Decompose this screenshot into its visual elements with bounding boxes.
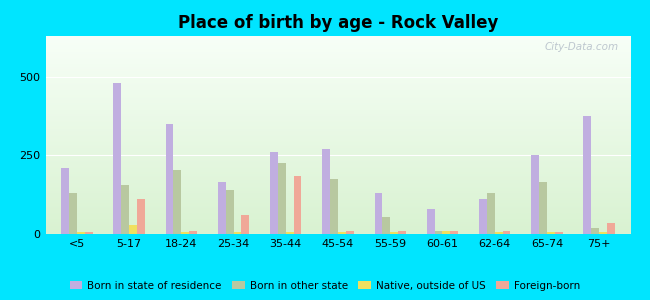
Bar xyxy=(382,217,390,234)
Bar xyxy=(479,200,487,234)
Bar xyxy=(599,232,607,234)
Bar xyxy=(322,149,330,234)
Bar xyxy=(495,232,502,234)
Bar xyxy=(487,193,495,234)
Bar xyxy=(61,168,69,234)
Bar xyxy=(374,193,382,234)
Bar xyxy=(189,231,197,234)
Bar xyxy=(531,155,539,234)
Bar xyxy=(502,231,510,234)
Bar xyxy=(286,232,294,234)
Bar xyxy=(241,215,249,234)
Bar xyxy=(435,231,443,234)
Bar xyxy=(218,182,226,234)
Bar xyxy=(174,169,181,234)
Bar xyxy=(137,200,145,234)
Bar xyxy=(233,232,241,234)
Title: Place of birth by age - Rock Valley: Place of birth by age - Rock Valley xyxy=(178,14,498,32)
Bar xyxy=(69,193,77,234)
Text: City-Data.com: City-Data.com xyxy=(545,42,619,52)
Bar xyxy=(427,209,435,234)
Bar xyxy=(330,179,338,234)
Bar xyxy=(338,232,346,234)
Bar xyxy=(443,231,450,234)
Legend: Born in state of residence, Born in other state, Native, outside of US, Foreign-: Born in state of residence, Born in othe… xyxy=(66,277,584,295)
Bar xyxy=(398,231,406,234)
Bar xyxy=(539,182,547,234)
Bar xyxy=(226,190,233,234)
Bar xyxy=(166,124,174,234)
Bar xyxy=(547,232,554,234)
Bar xyxy=(122,185,129,234)
Bar xyxy=(607,223,615,234)
Bar xyxy=(390,232,398,234)
Bar xyxy=(181,232,189,234)
Bar xyxy=(450,231,458,234)
Bar xyxy=(113,83,122,234)
Bar xyxy=(584,116,592,234)
Bar xyxy=(278,163,286,234)
Bar xyxy=(592,228,599,234)
Bar xyxy=(554,232,563,234)
Bar xyxy=(129,225,137,234)
Bar xyxy=(77,232,85,234)
Bar xyxy=(270,152,278,234)
Bar xyxy=(84,232,92,234)
Bar xyxy=(346,231,354,234)
Bar xyxy=(294,176,302,234)
